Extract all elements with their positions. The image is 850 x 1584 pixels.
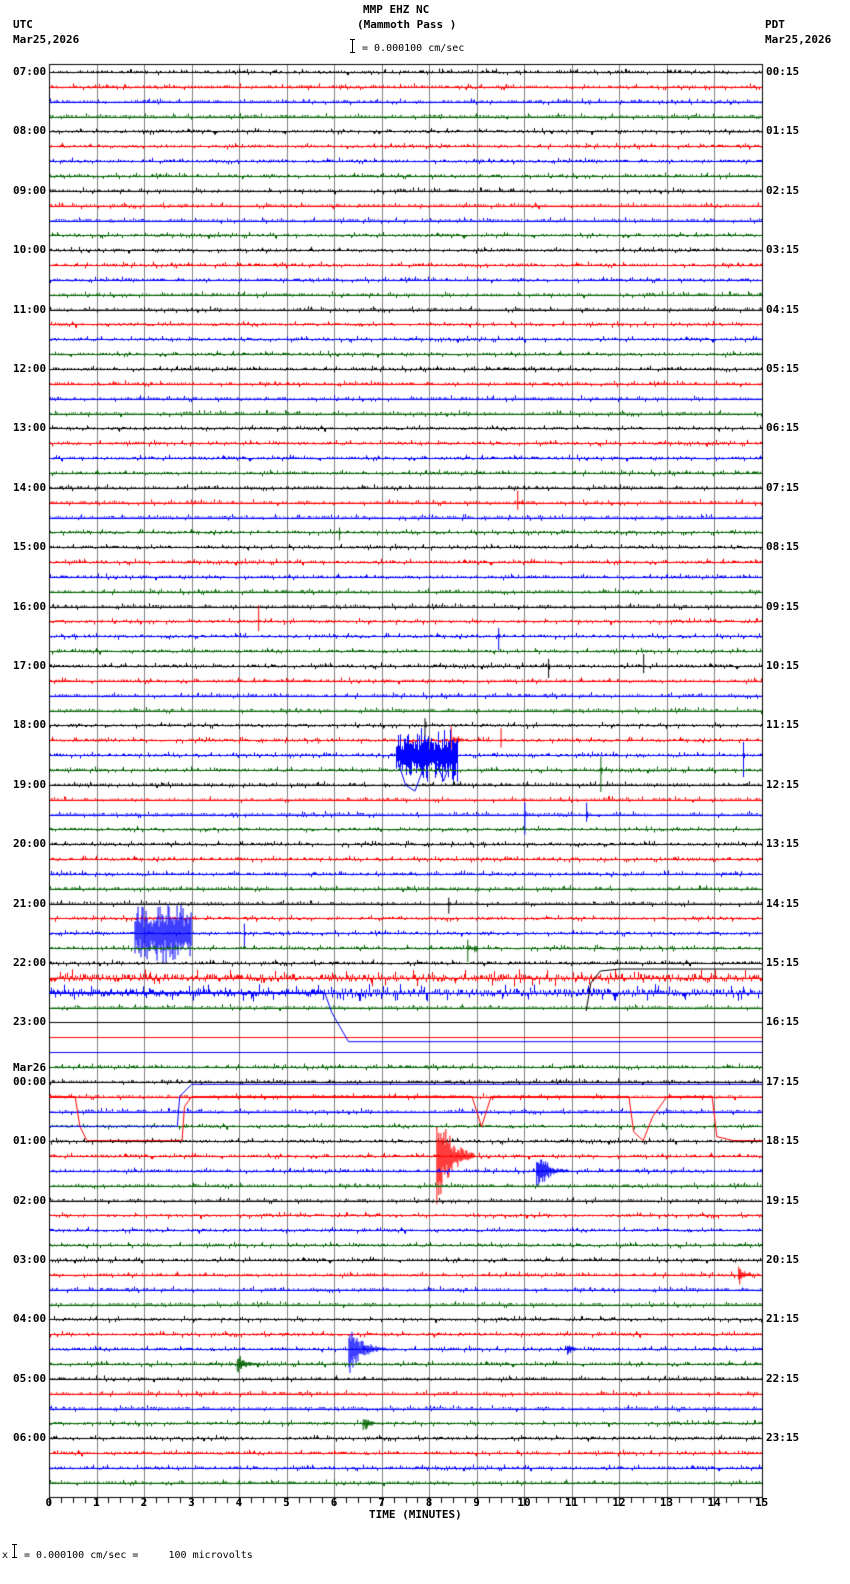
utc-label: 23:00 [13,1015,47,1029]
utc-label: 17:00 [13,659,47,672]
pdt-label: 04:15 [766,302,800,316]
utc-label: 06:00 [13,1431,47,1445]
pdt-label: 01:15 [766,124,800,138]
station-location: (Mammoth Pass ) [357,18,457,31]
pdt-label: 23:15 [766,1431,800,1445]
x-tick-label: 4 [235,1496,243,1509]
pdt-label: 18:15 [766,1134,800,1148]
utc-label: 21:00 [13,896,47,910]
utc-label: 14:00 [13,480,47,494]
x-tick-label: 3 [188,1496,195,1509]
x-tick-label: 0 [45,1496,53,1509]
left-date: Mar25,2026 [13,33,80,46]
pdt-label: 10:15 [766,659,800,672]
utc-label: 07:00 [13,65,47,78]
pdt-label: 08:15 [766,540,800,554]
x-tick-label: 1 [93,1496,100,1509]
utc-label: 04:00 [13,1312,47,1326]
pdt-label: 20:15 [766,1253,800,1266]
pdt-label: 14:15 [766,896,800,910]
pdt-label: 22:15 [766,1371,800,1385]
footer-scale-bar-icon [12,1544,17,1558]
x-tick-label: 12 [612,1496,626,1509]
utc-label: 18:00 [13,718,47,732]
pdt-label: 00:15 [766,65,800,78]
utc-label: 12:00 [13,362,47,375]
x-tick-label: 2 [140,1496,148,1509]
pdt-label: 07:15 [766,480,800,494]
pdt-label: 16:15 [766,1015,800,1029]
left-timezone: UTC [13,18,33,31]
pdt-label: 19:15 [766,1193,800,1207]
pdt-label: 21:15 [766,1312,800,1326]
utc-label: 01:00 [13,1134,47,1148]
pdt-label: 15:15 [766,956,800,969]
x-tick-label: 13 [659,1496,674,1509]
utc-label: 09:00 [13,183,47,197]
right-date: Mar25,2026 [765,33,832,46]
footer-scale-text: = 0.000100 cm/sec = 100 microvolts [24,1550,253,1561]
pdt-label: 03:15 [766,243,800,257]
utc-label: 02:00 [13,1193,47,1207]
utc-label: 03:00 [13,1253,47,1266]
x-tick-label: 11 [564,1496,579,1509]
x-axis-label: TIME (MINUTES) [369,1508,462,1521]
x-tick-label: 7 [378,1496,385,1509]
utc-label: 16:00 [13,599,47,613]
pdt-label: 12:15 [766,777,800,791]
x-tick-label: 10 [517,1496,531,1509]
pdt-label: 09:15 [766,599,800,613]
utc-label: 15:00 [13,540,47,554]
x-tick-label: 5 [283,1496,290,1509]
footer-scale-prefix: x [2,1550,9,1561]
pdt-label: 17:15 [766,1074,800,1088]
x-tick-label: 15 [755,1496,769,1509]
utc-label: 10:00 [13,243,47,257]
x-tick-label: 6 [330,1496,338,1509]
x-tick-label: 8 [425,1496,433,1509]
station-title: MMP EHZ NC [363,3,430,16]
utc-label: 19:00 [13,777,47,791]
right-timezone: PDT [765,18,785,31]
pdt-label: 05:15 [766,362,800,375]
pdt-label: 06:15 [766,421,800,435]
utc-label: 00:00 [13,1074,47,1088]
pdt-label: 02:15 [766,183,800,197]
utc-label: 11:00 [13,302,47,316]
utc-label: 05:00 [13,1371,47,1385]
date-change-label: Mar26 [13,1060,47,1074]
scale-bar-icon [350,39,355,53]
utc-label: 13:00 [13,421,47,435]
x-tick-label: 14 [707,1496,721,1509]
header-scale-text: = 0.000100 cm/sec [362,43,465,54]
x-tick-label: 9 [473,1496,480,1509]
utc-label: 20:00 [13,837,47,851]
pdt-label: 13:15 [766,837,800,851]
utc-label: 22:00 [13,956,47,969]
pdt-label: 11:15 [766,718,800,732]
utc-label: 08:00 [13,124,47,138]
